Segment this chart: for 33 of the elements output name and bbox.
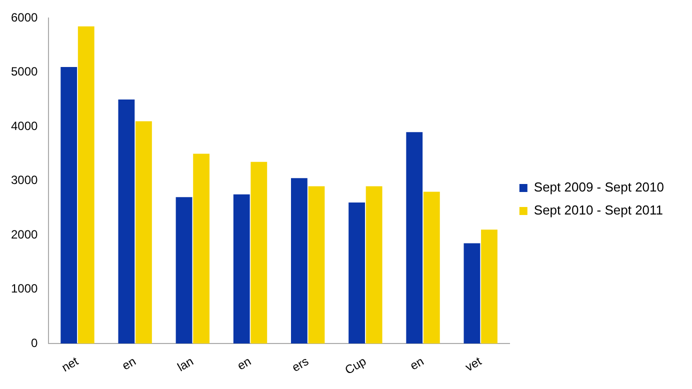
x-tick-label: net (59, 354, 82, 375)
bar (406, 132, 423, 344)
x-tick-label: en (408, 354, 426, 373)
bar (366, 186, 382, 344)
x-tick-label: vet (462, 354, 484, 374)
bar (136, 121, 152, 344)
y-tick-label: 1000 (10, 282, 38, 296)
x-tick-label: lan (174, 354, 196, 374)
legend-label: Sept 2009 - Sept 2010 (534, 180, 664, 195)
x-tick-label: en (234, 354, 254, 373)
bar (60, 67, 78, 344)
y-tick-label: 3000 (10, 173, 38, 188)
y-tick-label: 5000 (10, 64, 38, 79)
bar (118, 100, 135, 344)
bar (464, 243, 480, 344)
bar (290, 178, 308, 344)
bar (78, 26, 94, 344)
x-tick-label: en (120, 354, 138, 373)
bar (176, 197, 192, 344)
bar (233, 194, 250, 344)
bar (193, 154, 210, 344)
bar (423, 192, 440, 344)
x-tick-label: Cup (342, 354, 369, 378)
bar (481, 230, 498, 344)
x-tick-label: ers (290, 354, 311, 375)
legend-label: Sept 2010 - Sept 2011 (534, 202, 664, 218)
bar (348, 202, 365, 344)
y-tick-label: 4000 (10, 118, 38, 133)
y-tick-label: 0 (31, 336, 38, 350)
bar (308, 186, 325, 344)
y-tick-label: 2000 (10, 227, 38, 242)
bar (250, 162, 268, 344)
y-tick-label: 6000 (10, 10, 38, 25)
